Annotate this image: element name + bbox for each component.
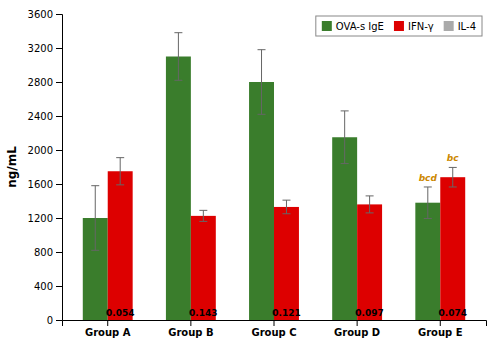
tick-mark: [56, 320, 62, 321]
bar: [332, 137, 357, 320]
tick-label: 1200: [28, 213, 53, 224]
y-tick: 1200: [28, 213, 62, 224]
legend-swatch: [394, 21, 404, 31]
x-tick: Group A: [85, 320, 131, 338]
y-tick: 0: [47, 315, 62, 326]
tick-mark: [56, 14, 62, 15]
tick-mark: [56, 286, 62, 287]
tick-label: Group C: [251, 327, 296, 338]
error-bar: [116, 158, 124, 185]
y-tick: 1600: [28, 179, 62, 190]
tick-mark: [56, 82, 62, 83]
tick-mark: [56, 218, 62, 219]
y-tick: 2000: [28, 145, 62, 156]
tick-mark: [56, 150, 62, 151]
legend-frame: [316, 16, 482, 36]
tick-label: 3200: [28, 43, 53, 54]
tick-mark: [56, 48, 62, 49]
tick-label: 2800: [28, 77, 53, 88]
error-bar: [341, 111, 349, 164]
tick-mark: [56, 184, 62, 185]
error-bar: [199, 210, 207, 221]
tick-label: Group A: [85, 327, 131, 338]
tick-label: 0: [47, 315, 53, 326]
bar: [249, 82, 274, 320]
x-tick: Group D: [334, 320, 380, 338]
annotation: bc: [447, 153, 459, 163]
labels: 0.054 0.143 0.121 0.097 0.074 bcdbc: [106, 153, 467, 318]
bar: [274, 207, 299, 320]
tick-mark: [274, 320, 275, 326]
plot-area: 0 400 800 1200 1600 2000 2400 2800 3200 3600 Group…: [28, 9, 487, 338]
bar: [357, 204, 382, 320]
bar: [166, 57, 191, 321]
legend: OVA-s IgE IFN-γ IL-4: [316, 16, 482, 36]
error-bar: [282, 200, 290, 214]
bar: [440, 177, 465, 320]
tick-label: 3600: [28, 9, 53, 20]
tick-mark: [56, 252, 62, 253]
error-bar: [366, 196, 374, 213]
tick-label: Group B: [168, 327, 213, 338]
chart: 0 400 800 1200 1600 2000 2400 2800 3200 3600 Group…: [0, 0, 500, 350]
legend-label: OVA-s IgE: [336, 21, 384, 32]
tick-mark: [190, 320, 191, 326]
y-axis-title: ng/mL: [5, 146, 19, 188]
value-label: 0.143: [189, 308, 217, 318]
bar: [415, 203, 440, 320]
axis-line: [63, 321, 487, 327]
y-tick: 3600: [28, 9, 62, 20]
legend-swatch: [444, 21, 454, 31]
x-tick: Group B: [168, 320, 213, 338]
x-tick: Group C: [251, 320, 296, 338]
tick-mark: [440, 320, 441, 326]
bar-series: [108, 158, 465, 320]
error-bar: [449, 167, 457, 187]
y-tick: 400: [34, 281, 62, 292]
tick-mark: [357, 320, 358, 326]
value-label: 0.054: [106, 308, 134, 318]
y-tick: 2400: [28, 111, 62, 122]
y-axis: 0 400 800 1200 1600 2000 2400 2800 3200 3600: [28, 9, 63, 326]
marks: [83, 33, 465, 320]
tick-label: 800: [34, 247, 53, 258]
bar-series: [83, 33, 440, 320]
value-label: 0.074: [439, 308, 467, 318]
error-bar: [91, 186, 99, 251]
bar: [108, 171, 133, 320]
annotation: bcd: [419, 173, 438, 183]
error-bar: [424, 187, 432, 218]
value-label: 0.121: [272, 308, 300, 318]
tick-label: Group D: [334, 327, 380, 338]
y-tick: 800: [34, 247, 62, 258]
y-tick: 3200: [28, 43, 62, 54]
legend-item: IFN-γ: [394, 21, 434, 32]
tick-label: 1600: [28, 179, 53, 190]
legend-label: IL-4: [458, 21, 476, 32]
legend-swatch: [322, 21, 332, 31]
tick-label: 400: [34, 281, 53, 292]
error-bar: [174, 33, 182, 81]
error-bar: [258, 50, 266, 115]
tick-mark: [56, 116, 62, 117]
bar: [191, 216, 216, 320]
x-axis: Group A Group B Group C Group D Group E: [63, 320, 487, 338]
value-label: 0.097: [355, 308, 383, 318]
tick-label: Group E: [418, 327, 463, 338]
legend-label: IFN-γ: [408, 21, 434, 32]
y-tick: 2800: [28, 77, 62, 88]
x-tick: Group E: [418, 320, 463, 338]
tick-label: 2400: [28, 111, 53, 122]
tick-label: 2000: [28, 145, 53, 156]
legend-item: IL-4: [444, 21, 476, 32]
tick-mark: [107, 320, 108, 326]
legend-item: OVA-s IgE: [322, 21, 384, 32]
axis-line: [56, 15, 63, 321]
